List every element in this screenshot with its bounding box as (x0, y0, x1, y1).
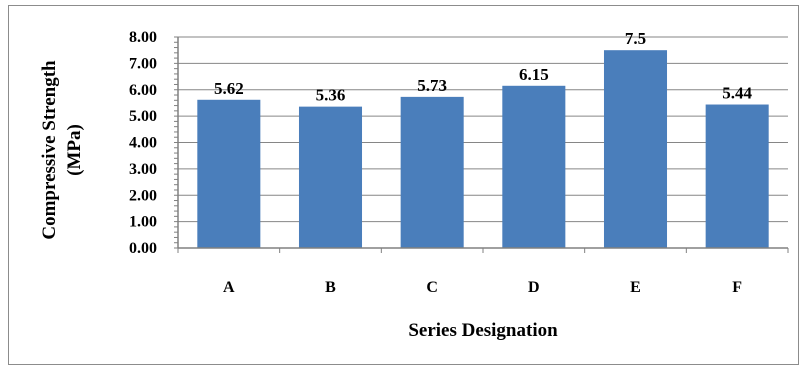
y-tick-label: 6.00 (129, 82, 157, 99)
x-tick-label: E (630, 279, 641, 296)
bar-F (705, 104, 769, 249)
y-tick-label: 4.00 (129, 135, 157, 152)
y-axis-title-line1: Compressive Strength (39, 60, 60, 240)
y-tick-label: 3.00 (129, 161, 157, 178)
bars (197, 50, 769, 249)
bar-D (502, 85, 566, 248)
bar-E (603, 50, 668, 248)
gridlines (178, 36, 788, 223)
x-tick-label: B (325, 279, 336, 296)
axes: 0.00 1.00 2.00 3.00 4.00 5.00 6.00 7.00 8.00 A B C D… (129, 29, 789, 296)
data-label: 5.44 (722, 84, 752, 103)
y-tick-label: 0.00 (129, 240, 157, 257)
data-label: 5.62 (214, 79, 244, 98)
data-label: 5.73 (417, 76, 447, 95)
y-tick-label: 7.00 (129, 55, 157, 72)
data-label: 6.15 (519, 65, 549, 84)
data-label: 7.5 (625, 29, 646, 48)
data-label: 5.36 (316, 86, 346, 105)
data-labels: 5.62 5.36 5.73 6.15 7.5 5.44 (214, 29, 753, 104)
x-axis-title: Series Designation (408, 320, 558, 341)
bar-A (197, 99, 261, 249)
bar-C (400, 96, 464, 248)
x-tick-label: A (223, 279, 235, 296)
y-tick-label: 5.00 (129, 108, 157, 125)
y-tick-label: 8.00 (129, 29, 157, 46)
bar-B (298, 106, 363, 248)
y-axis-title-line2: (MPa) (64, 124, 85, 176)
x-tick-label: D (528, 279, 540, 296)
x-tick-label: F (732, 279, 742, 296)
x-tick-label: C (426, 279, 438, 296)
y-tick-label: 1.00 (129, 214, 157, 231)
y-tick-label: 2.00 (129, 187, 157, 204)
